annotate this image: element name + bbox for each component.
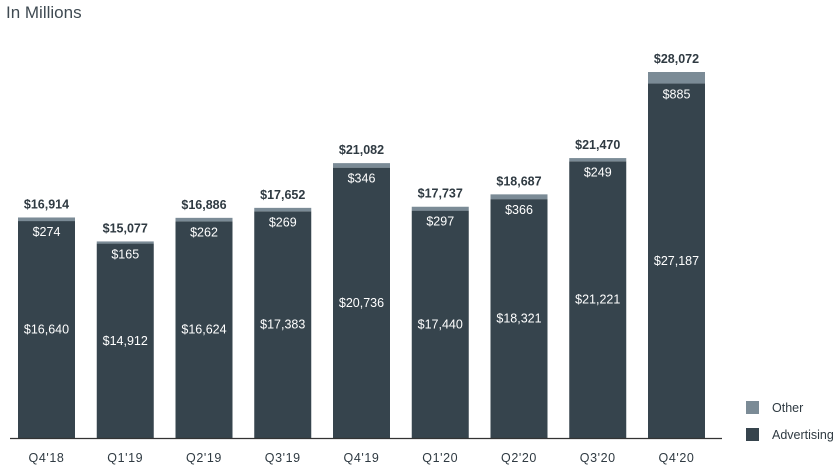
x-tick-label: Q4'19 (344, 451, 380, 465)
bar-other (648, 72, 705, 84)
x-tick-label: Q2'19 (186, 451, 222, 465)
label-total: $28,072 (654, 52, 699, 66)
legend-label-other: Other (772, 401, 803, 415)
legend-swatch-advertising (746, 428, 759, 441)
bar-other (411, 206, 469, 211)
x-tick-label: Q2'20 (501, 451, 537, 465)
label-total: $15,077 (103, 221, 148, 235)
bar-advertising (569, 161, 627, 438)
legend-label-advertising: Advertising (772, 428, 834, 442)
x-tick-label: Q3'19 (265, 451, 301, 465)
label-advertising: $20,736 (339, 296, 384, 310)
bar-advertising (490, 199, 548, 438)
label-total: $21,470 (575, 138, 620, 152)
legend-swatch-other (746, 401, 759, 414)
x-tick-label: Q4'18 (29, 451, 65, 465)
bar-advertising (333, 167, 390, 438)
label-advertising: $14,912 (103, 334, 148, 348)
label-total: $16,886 (181, 198, 226, 212)
label-advertising: $16,640 (24, 323, 69, 337)
label-total: $21,082 (339, 143, 384, 157)
label-total: $16,914 (24, 197, 69, 211)
label-advertising: $16,624 (181, 323, 226, 337)
bar-advertising (648, 83, 705, 438)
label-advertising: $21,221 (575, 293, 620, 307)
legend: Other Advertising (746, 401, 834, 442)
label-advertising: $17,383 (260, 318, 305, 332)
label-total: $17,652 (260, 188, 305, 202)
bar-advertising (96, 243, 154, 438)
bar-other (254, 207, 312, 212)
label-total: $17,737 (418, 187, 463, 201)
label-other: $269 (269, 215, 297, 229)
label-advertising: $17,440 (418, 317, 463, 331)
x-tick-label: Q1'19 (107, 451, 143, 465)
units-label: In Millions (6, 3, 82, 22)
bar-advertising (18, 221, 75, 438)
bars-group: $16,640 $274 $16,914 Q4'18 $14,912 $165 $15,07… (18, 52, 705, 465)
bar-other (490, 194, 548, 200)
bar-other (569, 158, 627, 162)
label-other: $297 (426, 215, 454, 229)
label-other: $885 (663, 88, 691, 102)
bar-other (175, 217, 233, 222)
label-advertising: $27,187 (654, 254, 699, 268)
x-tick-label: Q1'20 (422, 451, 458, 465)
label-other: $165 (111, 248, 139, 262)
bar-other (96, 241, 154, 244)
label-total: $18,687 (496, 174, 541, 188)
label-other: $274 (33, 225, 61, 239)
label-other: $249 (584, 165, 612, 179)
bar-advertising (411, 210, 469, 438)
bar-advertising (175, 221, 233, 438)
label-other: $262 (190, 225, 218, 239)
bar-advertising (254, 211, 312, 438)
x-tick-label: Q4'20 (659, 451, 695, 465)
label-advertising: $18,321 (496, 312, 541, 326)
label-other: $346 (348, 172, 376, 186)
bar-other (333, 163, 390, 168)
bar-other (18, 217, 75, 222)
x-tick-label: Q3'20 (580, 451, 616, 465)
label-other: $366 (505, 203, 533, 217)
